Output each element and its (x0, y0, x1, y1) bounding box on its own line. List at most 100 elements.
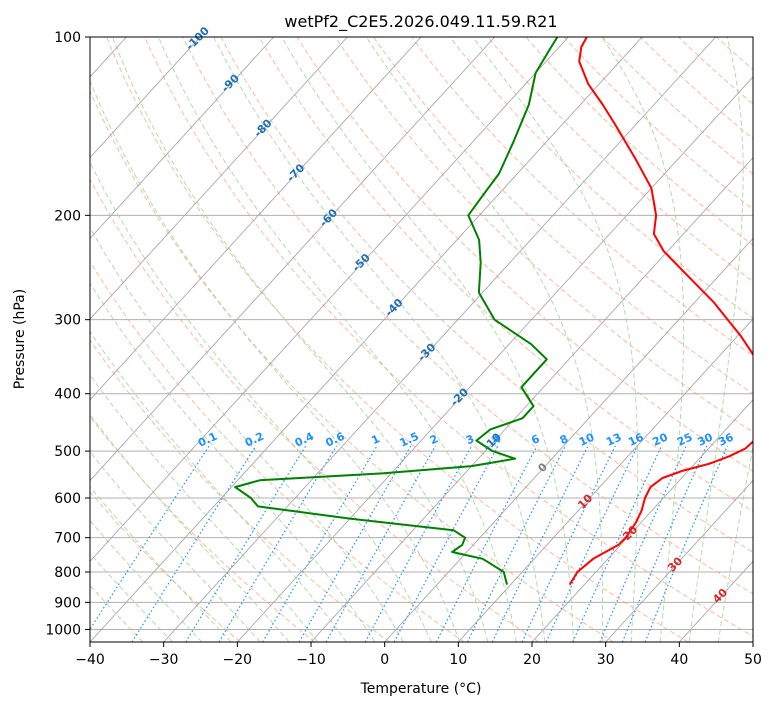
y-tick-label: 600 (54, 491, 81, 507)
mixing-ratio-label: 25 (675, 431, 694, 449)
mixing-ratio-line (599, 445, 687, 642)
y-tick-label: 100 (54, 30, 81, 46)
isotherm-line (679, 560, 753, 642)
y-tick-label: 500 (54, 444, 81, 460)
mixing-ratio-label: 1.5 (398, 430, 421, 450)
moist-adiabat-line (90, 413, 290, 642)
dry-adiabat-line (449, 37, 753, 319)
mixing-ratio-lines (90, 445, 728, 642)
mixing-ratio-line (325, 445, 437, 642)
isotherm-label: -100 (183, 24, 212, 53)
mixing-ratio-line (131, 445, 257, 642)
moist-adiabats (90, 37, 753, 642)
mixing-ratio-label: 6 (529, 432, 542, 447)
isotherm-line (752, 641, 753, 642)
x-tick-label: −40 (75, 652, 105, 668)
dry-adiabats (90, 37, 775, 642)
moist-adiabat-line (90, 79, 461, 642)
isotherm-line (237, 76, 753, 642)
dry-adiabat-line (90, 339, 390, 642)
x-tick-label: −30 (149, 652, 179, 668)
moist-adiabat-line (365, 37, 603, 642)
mixing-ratio-label: 30 (696, 430, 716, 448)
mixing-ratio-line (572, 445, 663, 642)
moist-adiabat-line (90, 519, 203, 642)
dry-adiabat-line (755, 37, 775, 642)
isotherm-line (90, 37, 275, 240)
mixing-ratio-line (218, 445, 338, 642)
y-tick-label: 700 (54, 531, 81, 547)
isotherm-line (90, 37, 496, 482)
mixing-ratio-line (545, 445, 638, 642)
moist-adiabat-line (90, 161, 432, 642)
moist-adiabat-line (90, 330, 347, 642)
y-tick-label: 300 (54, 313, 81, 329)
mixing-ratio-label: 36 (716, 430, 736, 448)
mixing-ratio-line (90, 445, 210, 631)
mixing-ratio-labels: 0.1 0.2 0.4 0.6 1 1.5 2 3 4 6 8 10 13 16 20 25 30 36 (196, 430, 736, 450)
x-tick-label: 30 (597, 652, 615, 668)
dry-adiabat-line (220, 37, 753, 553)
pressure-gridlines (90, 36, 753, 630)
mixing-ratio-line (466, 445, 566, 642)
x-tick-label: 0 (380, 652, 389, 668)
x-axis-label: Temperature (°C) (360, 681, 482, 697)
mixing-ratio-label: 20 (650, 430, 670, 448)
moist-adiabat-line (111, 37, 489, 642)
mixing-ratio-label: 13 (604, 431, 623, 449)
mixing-ratio-label: 1 (369, 432, 381, 447)
moist-adiabat-line (90, 282, 376, 642)
y-tick-label: 400 (54, 387, 81, 403)
mixing-ratio-label: 0.1 (196, 430, 219, 450)
dry-adiabat-line (90, 260, 465, 642)
y-tick-label: 200 (54, 208, 81, 224)
isotherm-line (163, 37, 717, 642)
isotherm-line (310, 156, 753, 642)
dry-adiabat-line (373, 37, 753, 395)
moist-adiabat-line (688, 37, 744, 642)
sounding-traces (234, 37, 753, 586)
mixing-ratio-label: 3 (464, 432, 476, 447)
mixing-ratio-label: 16 (626, 430, 646, 448)
x-tick-label: 40 (670, 652, 688, 668)
x-tick-label: 10 (449, 652, 467, 668)
moist-adiabat-line (90, 226, 404, 642)
moist-adiabat-line (90, 584, 144, 642)
y-tick-label: 900 (54, 595, 81, 611)
y-axis-label: Pressure (hPa) (12, 289, 28, 389)
dry-adiabat-line (90, 178, 540, 642)
x-tick-label: 50 (744, 652, 762, 668)
dry-adiabat-line (525, 37, 753, 246)
moist-adiabat-line (281, 37, 575, 642)
mixing-ratio-line (644, 445, 728, 642)
isotherm-line (531, 399, 753, 642)
plot-frame (89, 36, 754, 643)
dry-adiabat-line (334, 37, 753, 433)
isotherm-line (90, 37, 201, 159)
x-tick-label: 20 (523, 652, 541, 668)
isotherm-line (90, 37, 643, 642)
dry-adiabat-line (296, 37, 753, 473)
isotherm-line (605, 479, 753, 642)
y-tick-label: 1000 (45, 622, 81, 638)
moist-adiabat-line (90, 450, 261, 642)
mixing-ratio-line (393, 445, 499, 642)
dewpoint-trace (234, 37, 559, 585)
moist-adiabat-line (213, 37, 546, 642)
mixing-ratio-label: 2 (428, 432, 440, 447)
mixing-ratio-label: 0.2 (243, 430, 266, 450)
dry-adiabat-line (716, 37, 753, 71)
isotherm-line (458, 318, 753, 642)
mixing-ratio-label: 8 (558, 432, 570, 447)
mixing-ratio-line (185, 445, 307, 642)
dry-adiabat-line (106, 37, 689, 642)
isotherm-line (90, 37, 422, 401)
temperature-trace (568, 37, 753, 586)
mixing-ratio-line (262, 445, 378, 642)
isotherm-line (384, 237, 753, 642)
dry-adiabat-line (258, 37, 753, 513)
y-tick-label: 800 (54, 565, 81, 581)
dry-adiabat-line (678, 37, 753, 105)
x-tick-label: −10 (296, 652, 326, 668)
